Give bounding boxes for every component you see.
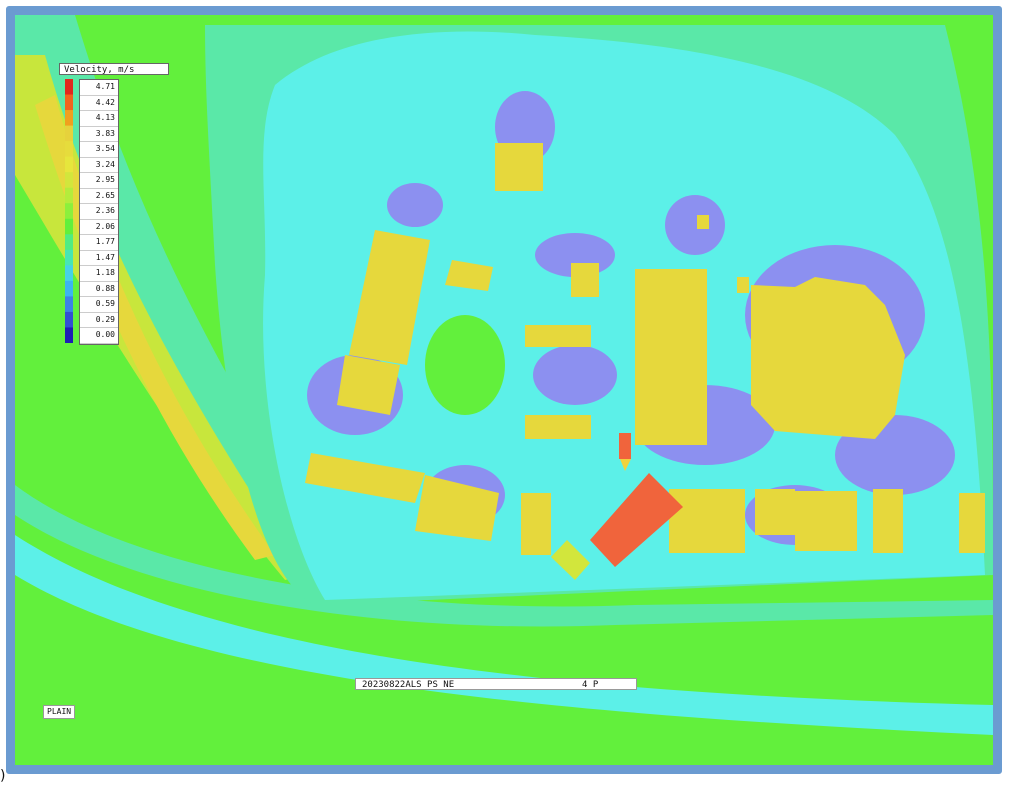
velocity-contour-field [15, 15, 993, 765]
building [305, 453, 425, 503]
building [349, 230, 430, 365]
corner-mark: ) [0, 768, 6, 784]
legend-title: Velocity, m/s [59, 63, 169, 75]
building [873, 489, 903, 553]
building [697, 215, 709, 229]
legend-value: 3.24 [80, 158, 118, 174]
caption-plane: 4 P [582, 680, 599, 690]
wind-band-building-yellow [35, 95, 275, 560]
building [495, 143, 543, 191]
legend-value: 4.71 [80, 80, 118, 96]
building [415, 475, 499, 541]
courtyard-region [425, 315, 505, 415]
legend-swatch [65, 156, 73, 173]
building [755, 489, 795, 535]
legend-color-bar [65, 79, 73, 343]
high-speed-spot [619, 433, 631, 459]
building [737, 277, 749, 293]
wake-cyan-region [263, 31, 985, 600]
legend-swatch [65, 172, 73, 189]
wind-band-bottom-cyan [15, 535, 993, 735]
legend-value: 0.00 [80, 328, 118, 344]
building [337, 355, 400, 415]
caption-run-id: 20230822ALS PS NE [362, 680, 455, 690]
building [751, 277, 905, 439]
high-speed-spot [620, 459, 631, 471]
simulation-viewport: Velocity, m/s 4.71 4.42 4.13 3.83 3.54 3.24 2.… [6, 6, 1002, 774]
legend-value: 2.06 [80, 220, 118, 236]
legend-value: 0.29 [80, 313, 118, 329]
legend-value: 1.77 [80, 235, 118, 251]
building [445, 260, 493, 291]
legend-value: 2.95 [80, 173, 118, 189]
low-speed-zone [387, 183, 443, 227]
legend-value: 1.47 [80, 251, 118, 267]
building [525, 325, 591, 347]
legend-value: 4.42 [80, 96, 118, 112]
building [795, 491, 857, 551]
low-speed-zone [665, 195, 725, 255]
building [669, 489, 745, 553]
legend-swatch [65, 249, 73, 266]
legend-swatch [65, 280, 73, 297]
legend-value: 3.54 [80, 142, 118, 158]
legend-value: 2.65 [80, 189, 118, 205]
legend-swatch [65, 218, 73, 235]
legend-swatch [65, 94, 73, 111]
low-speed-zone [533, 345, 617, 405]
legend-value: 0.88 [80, 282, 118, 298]
legend-swatch [65, 296, 73, 313]
legend-swatch [65, 141, 73, 158]
legend-value: 3.83 [80, 127, 118, 143]
legend-swatch [65, 125, 73, 142]
building [959, 493, 985, 553]
legend-value: 4.13 [80, 111, 118, 127]
legend-swatch [65, 327, 73, 343]
legend-value: 2.36 [80, 204, 118, 220]
legend-swatch [65, 79, 73, 96]
wind-band-bottom [15, 485, 993, 627]
view-label: PLAIN [43, 705, 76, 719]
legend-swatch [65, 110, 73, 127]
legend-swatch [65, 187, 73, 204]
building [551, 540, 590, 580]
legend-value: 0.59 [80, 297, 118, 313]
legend-value-list: 4.71 4.42 4.13 3.83 3.54 3.24 2.95 2.65 2.36 2.06… [79, 79, 119, 345]
building-high-speed [590, 473, 683, 567]
building [635, 269, 707, 445]
legend-swatch [65, 265, 73, 282]
building [525, 415, 591, 439]
legend-swatch [65, 311, 73, 328]
legend-swatch [65, 234, 73, 251]
building [571, 263, 599, 297]
run-caption: 20230822ALS PS NE 4 P [355, 678, 637, 690]
legend-value: 1.18 [80, 266, 118, 282]
building [521, 493, 551, 555]
legend-swatch [65, 203, 73, 220]
